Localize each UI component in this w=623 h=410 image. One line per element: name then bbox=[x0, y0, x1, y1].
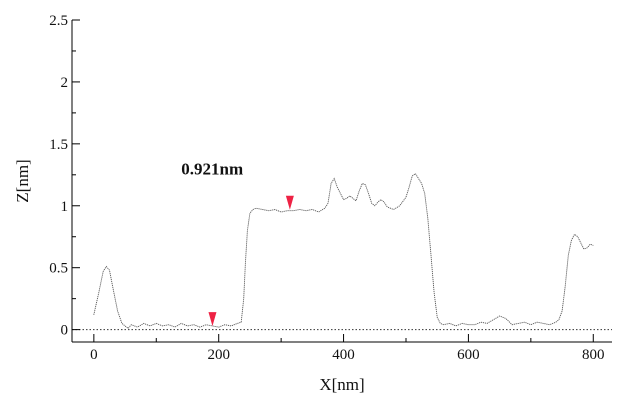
y-tick-label: 0.5 bbox=[49, 261, 68, 277]
x-tick-label: 200 bbox=[207, 347, 230, 363]
x-axis-label: X[nm] bbox=[319, 375, 364, 394]
y-tick-label: 1 bbox=[61, 199, 69, 215]
x-tick-label: 400 bbox=[332, 347, 355, 363]
y-tick-label: 0 bbox=[61, 323, 69, 339]
cursor-marker[interactable] bbox=[208, 312, 217, 327]
annotation-layer: 0.921nm bbox=[181, 160, 243, 179]
series-layer bbox=[93, 172, 594, 330]
x-tick-label: 0 bbox=[90, 347, 98, 363]
x-axis-ticks: 0 200 400 600 800 bbox=[90, 334, 605, 363]
y-tick-label: 2 bbox=[61, 75, 69, 91]
x-tick-label: 600 bbox=[457, 347, 480, 363]
marker-layer bbox=[208, 195, 294, 327]
height-difference-label: 0.921nm bbox=[181, 160, 243, 179]
y-axis-label: Z[nm] bbox=[13, 159, 32, 202]
profile-series-line bbox=[93, 172, 594, 330]
y-tick-label: 1.5 bbox=[49, 137, 68, 153]
y-axis-ticks: 0 0.5 1 1.5 2 2.5 bbox=[49, 13, 80, 339]
cursor-marker[interactable] bbox=[285, 195, 294, 210]
x-tick-label: 800 bbox=[582, 347, 605, 363]
y-tick-label: 2.5 bbox=[49, 13, 68, 29]
